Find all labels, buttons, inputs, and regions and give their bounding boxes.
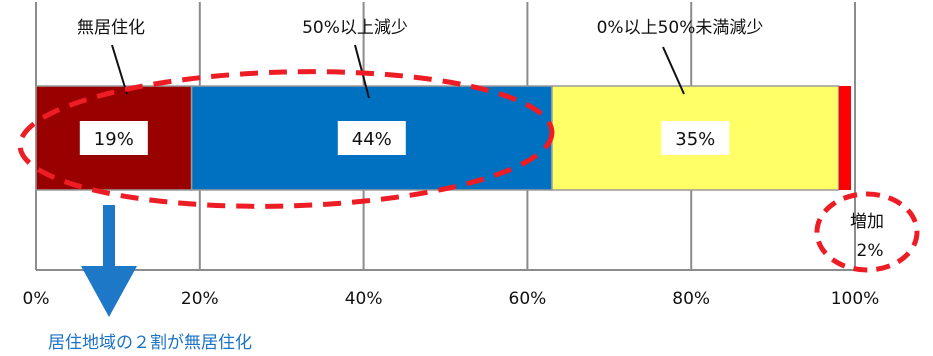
x-tick-label: 60%	[509, 289, 547, 309]
data-label-box	[79, 121, 148, 155]
category-label: 無居住化	[77, 18, 145, 38]
data-label-box	[337, 121, 406, 155]
data-label: 44%	[352, 129, 392, 150]
data-label: 19%	[94, 129, 134, 150]
leader-line	[662, 46, 685, 95]
x-tick-label: 0%	[23, 289, 50, 309]
data-label-box	[661, 121, 730, 155]
category-labels: 無居住化 50%以上減少 0%以上50%未満減少	[77, 18, 764, 99]
highlight-oval-increase	[814, 191, 920, 273]
summary-note: 居住地域の２割が無居住化	[48, 333, 252, 353]
down-arrow-icon	[81, 205, 137, 317]
x-tick-label: 20%	[181, 289, 219, 309]
category-label: 0%以上50%未満減少	[597, 18, 764, 38]
leader-line	[111, 44, 128, 95]
bar-segment	[839, 86, 851, 190]
increase-label: 増加	[850, 212, 884, 232]
x-axis-tick-labels: 0% 20% 40% 60% 80% 100%	[23, 289, 880, 309]
highlight-oval-main	[17, 69, 555, 209]
increase-value: 2%	[857, 241, 884, 261]
data-label: 35%	[675, 129, 715, 150]
bar-segments: 19% 44% 35%	[35, 85, 851, 191]
category-label: 50%以上減少	[302, 18, 408, 38]
x-tick-label: 100%	[831, 289, 880, 309]
x-tick-label: 80%	[672, 289, 710, 309]
x-tick-label: 40%	[345, 289, 383, 309]
